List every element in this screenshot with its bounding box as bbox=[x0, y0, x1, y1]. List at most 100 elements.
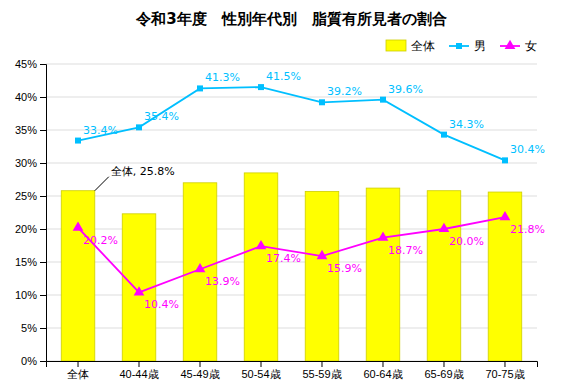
bar bbox=[366, 188, 400, 361]
marker bbox=[197, 85, 203, 91]
y-tick: 25% bbox=[15, 190, 46, 202]
grid-line bbox=[46, 97, 537, 98]
marker bbox=[502, 157, 508, 163]
y-tick: 35% bbox=[15, 124, 46, 136]
y-tick-mark bbox=[40, 295, 46, 296]
x-tick-label: 50-54歳 bbox=[241, 368, 280, 380]
marker bbox=[441, 132, 447, 138]
chart-svg: 0% 5% 10% 15% 20% 25% 30% 35% 40% 45% 全体 40-44歳 45-4… bbox=[0, 0, 579, 391]
y-tick-label: 10% bbox=[15, 289, 37, 301]
data-label: 17.4% bbox=[266, 252, 301, 265]
data-label: 30.4% bbox=[510, 143, 545, 156]
title: 令和3年度 性別年代別 脂質有所見者の割合 bbox=[135, 10, 446, 28]
y-tick: 10% bbox=[15, 289, 46, 301]
x-tick-mark bbox=[504, 361, 505, 367]
legend-swatch bbox=[386, 40, 406, 51]
x-tick: 全体 bbox=[67, 361, 89, 380]
y-tick-label: 35% bbox=[15, 124, 37, 136]
marker bbox=[439, 223, 450, 232]
y-axis: 0% 5% 10% 15% 20% 25% 30% 35% 40% 45% bbox=[15, 58, 47, 367]
y-tick: 20% bbox=[15, 223, 46, 235]
x-tick: 55-59歳 bbox=[302, 361, 341, 380]
y-tick: 40% bbox=[15, 91, 46, 103]
marker bbox=[134, 286, 145, 295]
marker bbox=[500, 211, 511, 220]
grid-line bbox=[46, 196, 537, 197]
marker bbox=[136, 124, 142, 130]
legend-item: 全体 bbox=[386, 39, 435, 53]
y-tick: 15% bbox=[15, 256, 46, 268]
y-tick-mark bbox=[40, 262, 46, 263]
legend-item: 男 bbox=[449, 39, 486, 53]
x-tick-mark bbox=[321, 361, 322, 367]
line bbox=[78, 217, 505, 292]
x-tick: 45-49歳 bbox=[180, 361, 219, 380]
legend: 全体男女 bbox=[386, 39, 537, 53]
marker bbox=[73, 221, 84, 230]
marker bbox=[258, 84, 264, 90]
y-tick-label: 0% bbox=[21, 355, 37, 367]
y-tick-label: 25% bbox=[15, 190, 37, 202]
y-tick-label: 40% bbox=[15, 91, 37, 103]
marker bbox=[378, 231, 389, 240]
data-label: 35.4% bbox=[144, 110, 179, 123]
marker bbox=[256, 240, 267, 249]
x-tick-mark bbox=[382, 361, 383, 367]
annotation: 全体, 25.8% bbox=[111, 165, 175, 178]
y-tick: 0% bbox=[21, 355, 46, 367]
marker bbox=[75, 138, 81, 144]
line bbox=[78, 87, 505, 160]
legend-marker bbox=[505, 40, 516, 49]
bar bbox=[427, 191, 461, 361]
y-tick-mark bbox=[40, 361, 46, 362]
data-label: 13.9% bbox=[205, 275, 240, 288]
y-tick-label: 5% bbox=[21, 322, 37, 334]
grid-line bbox=[46, 328, 537, 329]
y-axis-line bbox=[40, 65, 47, 362]
bar bbox=[244, 173, 278, 361]
data-label: 41.3% bbox=[205, 71, 240, 84]
x-tick: 70-75歳 bbox=[485, 361, 524, 380]
x-tick-label: 60-64歳 bbox=[363, 368, 402, 380]
x-tick-label: 70-75歳 bbox=[485, 368, 524, 380]
bar bbox=[488, 192, 522, 361]
bar bbox=[305, 191, 339, 361]
x-tick: 60-64歳 bbox=[363, 361, 402, 380]
y-tick-label: 20% bbox=[15, 223, 37, 235]
marker bbox=[195, 263, 206, 272]
x-tick-label: 55-59歳 bbox=[302, 368, 341, 380]
y-tick-label: 15% bbox=[15, 256, 37, 268]
bar bbox=[183, 183, 217, 361]
annotation-line bbox=[95, 177, 109, 191]
labels: 33.4%35.4%41.3%41.5%39.2%39.6%34.3%30.4%… bbox=[83, 70, 545, 311]
y-tick-mark bbox=[40, 130, 46, 131]
x-tick-label: 45-49歳 bbox=[180, 368, 219, 380]
grid-line bbox=[46, 295, 537, 296]
y-tick-label: 30% bbox=[15, 157, 37, 169]
y-tick-mark bbox=[40, 97, 46, 98]
y-tick-label: 45% bbox=[15, 58, 37, 70]
y-tick: 30% bbox=[15, 157, 46, 169]
data-label: 15.9% bbox=[327, 262, 362, 275]
marker bbox=[317, 250, 328, 259]
data-label: 20.2% bbox=[83, 234, 118, 247]
x-tick-label: 40-44歳 bbox=[119, 368, 158, 380]
data-label: 21.8% bbox=[510, 223, 545, 236]
grid-line bbox=[46, 163, 537, 164]
x-tick-label: 65-69歳 bbox=[424, 368, 463, 380]
data-label: 39.2% bbox=[327, 85, 362, 98]
x-tick-mark bbox=[200, 361, 201, 367]
x-tick-mark bbox=[139, 361, 140, 367]
y-tick-mark bbox=[40, 64, 46, 65]
grid bbox=[46, 64, 537, 361]
y-tick-mark bbox=[40, 163, 46, 164]
x-tick-mark bbox=[78, 361, 79, 367]
grid-line bbox=[46, 229, 537, 230]
marker bbox=[380, 97, 386, 103]
grid-line bbox=[46, 64, 537, 65]
x-axis: 全体 40-44歳 45-49歳 50-54歳 55-59歳 60-64歳 65-69歳 70… bbox=[47, 361, 538, 380]
marks bbox=[61, 84, 522, 361]
data-label: 33.4% bbox=[83, 124, 118, 137]
data-label: 10.4% bbox=[144, 298, 179, 311]
y-tick: 5% bbox=[21, 322, 46, 334]
